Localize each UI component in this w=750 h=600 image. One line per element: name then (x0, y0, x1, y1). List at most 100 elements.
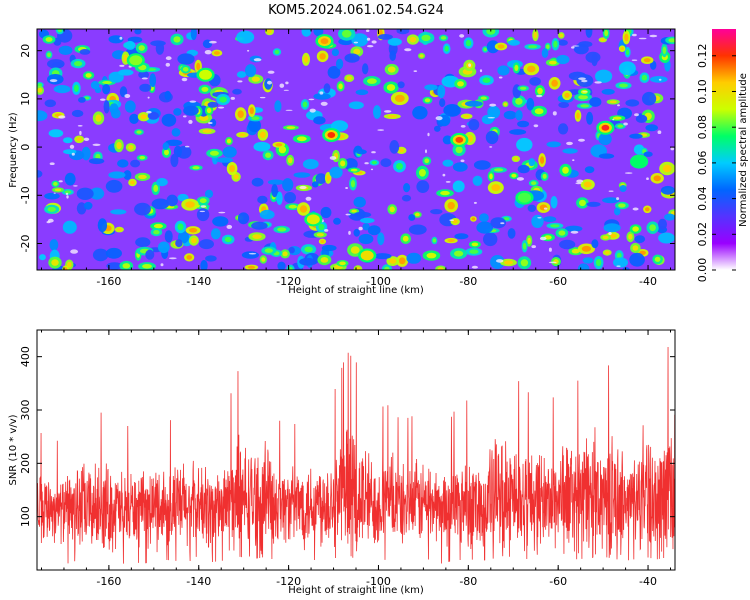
spectrogram-cell (199, 239, 214, 250)
spectrogram-cell (658, 78, 662, 81)
spectrogram-cell (457, 81, 464, 87)
spectrogram-cell (454, 233, 469, 240)
spectrogram-cell (105, 179, 123, 193)
spectrogram-cell (145, 249, 155, 260)
spectrogram-cell (595, 69, 613, 83)
spectrogram-cell (515, 98, 523, 105)
spectrogram-cell (88, 158, 105, 165)
spectrogram-cell (394, 94, 405, 103)
spectrogram-cell (259, 96, 266, 99)
spectrogram-cell (511, 173, 517, 178)
spectrogram-cell (490, 217, 507, 229)
spectrogram-cell (643, 58, 651, 63)
spectrogram-cell (503, 260, 514, 265)
spectrogram-cell (168, 257, 177, 260)
spectrogram-cell (76, 187, 94, 200)
spectrogram-cell (641, 74, 648, 81)
spectrogram-cell (313, 93, 331, 100)
spectrogram-cell (69, 144, 75, 149)
spectrogram-cell (142, 264, 152, 269)
spectrogram-cell (487, 117, 495, 119)
spectrogram-cell (149, 73, 157, 88)
spectrogram-cell (279, 83, 285, 88)
spectrogram-cell (302, 101, 308, 108)
spectrogram-cell (116, 228, 122, 232)
spectrogram-cell (581, 245, 592, 252)
spectrogram-cell (576, 112, 580, 119)
snr-x-ticks: -160 -140 -120 -100 -80 -60 -40 (40, 330, 672, 588)
spectrogram-cell (204, 189, 214, 199)
spectrogram-cell (489, 103, 497, 107)
spectrogram-cell (265, 152, 272, 158)
spectrogram-cell (277, 261, 286, 270)
spectrogram-cell (468, 119, 480, 131)
spectrogram-cell (78, 97, 86, 103)
spectrogram-cell (471, 265, 478, 269)
spectrogram-cell (139, 83, 152, 92)
spectrogram-cell (542, 173, 547, 179)
spectrogram-cell (454, 250, 464, 257)
spectrogram-cell (562, 148, 578, 154)
spectrogram-cell (609, 100, 617, 104)
spectrogram-cell (264, 248, 273, 253)
spectrogram-cell (576, 179, 584, 183)
spectrogram-cell (366, 29, 370, 32)
spectrogram-cell (251, 221, 268, 230)
snr-series-line (37, 347, 675, 564)
x-tick-label: -60 (549, 575, 567, 588)
spectrogram-cell (57, 29, 63, 33)
spectrogram-cell (401, 194, 412, 202)
spectrogram-peak (311, 217, 316, 221)
spectrogram-cell (425, 149, 427, 154)
spectrogram-cell (213, 51, 220, 55)
spectrogram-cell (406, 252, 422, 264)
spectrogram-cell (261, 257, 266, 262)
spectrogram-cell (53, 37, 62, 46)
spectrogram-cell (528, 45, 538, 49)
spectrogram-cell (377, 34, 393, 40)
spectrogram-cell (355, 266, 361, 270)
spectrogram-cell (471, 242, 479, 247)
spectrogram-cell (138, 45, 145, 51)
spectrogram-cell (591, 239, 599, 249)
spectrogram-cell (586, 201, 601, 207)
spectrogram-cell (47, 59, 65, 69)
spectrogram-cell (230, 96, 235, 100)
spectrogram-cell (642, 91, 657, 106)
spectrogram-cell (586, 111, 594, 125)
spectrogram-x-ticks: -160 -140 -120 -100 -80 -60 -40 (40, 29, 672, 288)
spectrogram-cell (277, 227, 287, 232)
spectrogram-cell (558, 123, 569, 135)
spectrogram-cell (164, 90, 172, 101)
spectrogram-cell (318, 223, 325, 231)
spectrogram-cell (619, 83, 628, 88)
spectrogram-cell (47, 206, 56, 212)
spectrogram-cell (581, 79, 588, 83)
spectrogram-cell (338, 83, 343, 90)
spectrogram-cell (526, 97, 535, 111)
y-tick-label: 0 (19, 144, 32, 151)
spectrogram-cell (442, 173, 446, 177)
spectrogram-cell (578, 95, 588, 100)
spectrogram-cell (76, 137, 82, 142)
spectrogram-cell (313, 116, 326, 125)
spectrogram-cell (89, 187, 105, 200)
snr-y-label: SNR (10 * v/v) (8, 414, 19, 485)
spectrogram-cell (658, 218, 667, 230)
spectrogram-cell (308, 98, 315, 101)
spectrogram-cell (578, 41, 593, 48)
x-tick-label: -80 (459, 575, 477, 588)
spectrogram-cell (153, 184, 159, 192)
x-tick-label: -40 (639, 575, 657, 588)
spectrogram-cell (603, 223, 621, 233)
spectrogram-cell (595, 259, 602, 267)
spectrogram-cells (37, 29, 675, 270)
x-tick-label: -40 (639, 275, 657, 288)
spectrogram-cell (543, 216, 557, 223)
spectrogram-cell (415, 212, 420, 217)
spectrogram-cell (249, 107, 254, 115)
spectrogram-cell (548, 247, 552, 252)
spectrogram-cell (534, 108, 544, 115)
spectrogram-cell (550, 224, 560, 228)
spectrogram-cell (257, 195, 268, 204)
